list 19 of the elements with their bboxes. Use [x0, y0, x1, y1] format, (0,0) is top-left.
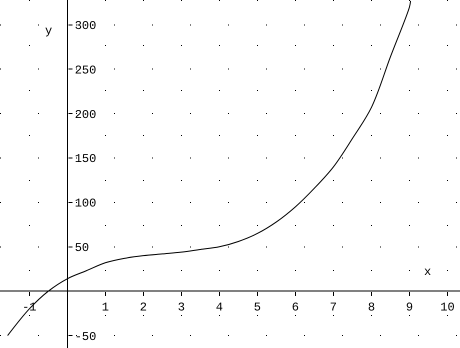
x-tick-label: 1 [102, 300, 109, 315]
x-axis-title: x [424, 265, 432, 279]
y-tick-label: 200 [74, 108, 96, 122]
y-tick-label: 300 [74, 19, 96, 34]
y-tick-label: 50 [74, 241, 90, 255]
x-tick-label: 10 [440, 300, 455, 315]
x-tick-label: 9 [406, 300, 414, 315]
x-tick-label: 2 [140, 300, 147, 315]
x-tick-label: 8 [368, 300, 376, 315]
x-tick-label: 6 [292, 300, 299, 315]
y-tick-label: 250 [74, 63, 96, 78]
x-tick-label: 7 [330, 300, 337, 315]
x-tick-label: 5 [254, 300, 261, 315]
y-tick-label: 150 [74, 152, 96, 166]
y-axis-title: y [45, 24, 52, 38]
y-tick-label: 100 [74, 196, 96, 211]
x-tick-label: 3 [178, 300, 185, 315]
x-tick-label: 4 [216, 300, 223, 315]
y-tick-label: -50 [74, 330, 96, 344]
